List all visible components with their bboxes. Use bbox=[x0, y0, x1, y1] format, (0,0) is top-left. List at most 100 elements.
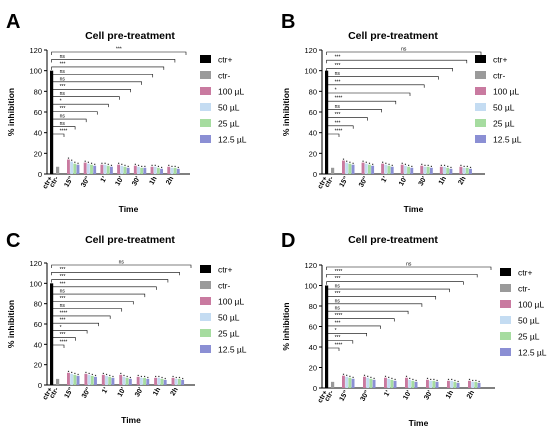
y-tick-label: 80 bbox=[34, 300, 42, 309]
error-cap bbox=[124, 164, 126, 166]
y-tick-label: 120 bbox=[304, 261, 317, 270]
y-tick-label: 60 bbox=[309, 323, 317, 332]
error-cap bbox=[126, 375, 128, 378]
bar bbox=[163, 379, 167, 385]
error-cap bbox=[469, 166, 472, 169]
bar-ctr-minus bbox=[331, 381, 335, 388]
significance-label: *** bbox=[116, 47, 122, 53]
x-tick-label: 10' bbox=[402, 389, 413, 401]
error-cap bbox=[182, 377, 184, 380]
bar bbox=[449, 168, 453, 174]
x-tick-label: 2h bbox=[170, 387, 180, 398]
bar bbox=[140, 167, 144, 174]
bar-ctr-minus bbox=[56, 166, 60, 174]
bar bbox=[367, 164, 371, 174]
bar bbox=[429, 380, 433, 388]
significance-label: **** bbox=[335, 313, 343, 319]
error-cap bbox=[478, 380, 480, 383]
significance-label: *** bbox=[60, 267, 66, 273]
x-tick-label: 2h bbox=[457, 176, 467, 187]
bar bbox=[400, 164, 404, 174]
bar bbox=[387, 378, 391, 388]
significance-bracket bbox=[326, 288, 450, 293]
x-tick-label: 30' bbox=[131, 175, 142, 187]
error-cap bbox=[120, 372, 122, 375]
error-cap bbox=[404, 163, 407, 165]
bar bbox=[94, 376, 97, 385]
bar bbox=[73, 374, 77, 385]
error-cap bbox=[109, 374, 111, 377]
bar bbox=[348, 163, 352, 174]
error-cap bbox=[178, 376, 181, 379]
error-cap bbox=[144, 165, 146, 167]
bar bbox=[423, 166, 427, 174]
significance-label: ns bbox=[60, 91, 66, 97]
bar bbox=[73, 163, 77, 174]
error-cap bbox=[367, 375, 369, 377]
y-axis-label: % inhibition bbox=[281, 302, 291, 350]
significance-bracket bbox=[326, 274, 478, 278]
bar bbox=[154, 377, 158, 385]
significance-label: **** bbox=[335, 129, 343, 135]
legend-swatch bbox=[475, 135, 486, 143]
legend-label: 12.5 µL bbox=[493, 135, 522, 145]
error-cap bbox=[365, 161, 367, 163]
x-tick-label: 10' bbox=[398, 175, 409, 187]
significance-bracket bbox=[51, 103, 109, 108]
significance-bracket bbox=[51, 133, 65, 137]
significance-label: *** bbox=[335, 79, 341, 85]
significance-label: *** bbox=[335, 120, 341, 126]
legend-swatch bbox=[200, 55, 211, 63]
legend-swatch bbox=[500, 268, 511, 276]
y-tick-label: 40 bbox=[34, 340, 42, 349]
legend-label: 100 µL bbox=[493, 87, 519, 97]
significance-label: *** bbox=[60, 332, 66, 338]
bar bbox=[371, 165, 375, 174]
error-cap bbox=[101, 162, 103, 164]
legend-swatch bbox=[500, 332, 511, 340]
bar bbox=[177, 378, 181, 385]
significance-label: **** bbox=[335, 343, 343, 349]
error-cap bbox=[451, 378, 453, 381]
significance-bracket bbox=[51, 51, 187, 55]
x-tick-label: 2h bbox=[466, 390, 476, 401]
significance-label: *** bbox=[335, 335, 341, 341]
x-tick-label: 15'' bbox=[339, 175, 351, 188]
legend-swatch bbox=[200, 297, 211, 305]
bar-ctr-minus bbox=[56, 378, 60, 385]
error-cap bbox=[421, 163, 423, 165]
x-axis-label: Time bbox=[121, 415, 141, 425]
error-cap bbox=[118, 162, 120, 164]
bar bbox=[459, 166, 463, 174]
bar bbox=[348, 377, 352, 388]
error-cap bbox=[71, 159, 73, 161]
legend-label: ctr- bbox=[218, 71, 230, 81]
significance-label: **** bbox=[60, 340, 68, 346]
legend-swatch bbox=[475, 71, 486, 79]
significance-bracket bbox=[51, 88, 131, 93]
error-cap bbox=[373, 377, 375, 379]
legend-label: ctr- bbox=[218, 281, 230, 291]
bar bbox=[67, 159, 70, 174]
y-tick-label: 40 bbox=[309, 129, 317, 138]
bar bbox=[366, 377, 370, 388]
error-cap bbox=[112, 375, 114, 378]
x-tick-label: 30' bbox=[134, 386, 145, 398]
y-tick-label: 100 bbox=[29, 279, 42, 288]
error-cap bbox=[409, 377, 411, 379]
error-cap bbox=[144, 375, 146, 378]
bar bbox=[67, 372, 70, 385]
bar bbox=[384, 164, 388, 174]
bar bbox=[393, 380, 397, 388]
error-cap bbox=[168, 164, 170, 166]
significance-bracket bbox=[51, 301, 134, 305]
bar bbox=[351, 378, 355, 388]
bar bbox=[157, 377, 161, 385]
significance-bracket bbox=[326, 68, 453, 72]
significance-label: *** bbox=[60, 61, 66, 67]
y-tick-label: 40 bbox=[34, 129, 42, 138]
x-tick-label: 15'' bbox=[64, 386, 76, 399]
error-cap bbox=[352, 376, 354, 378]
significance-bracket bbox=[51, 315, 111, 319]
significance-label: *** bbox=[335, 112, 341, 118]
